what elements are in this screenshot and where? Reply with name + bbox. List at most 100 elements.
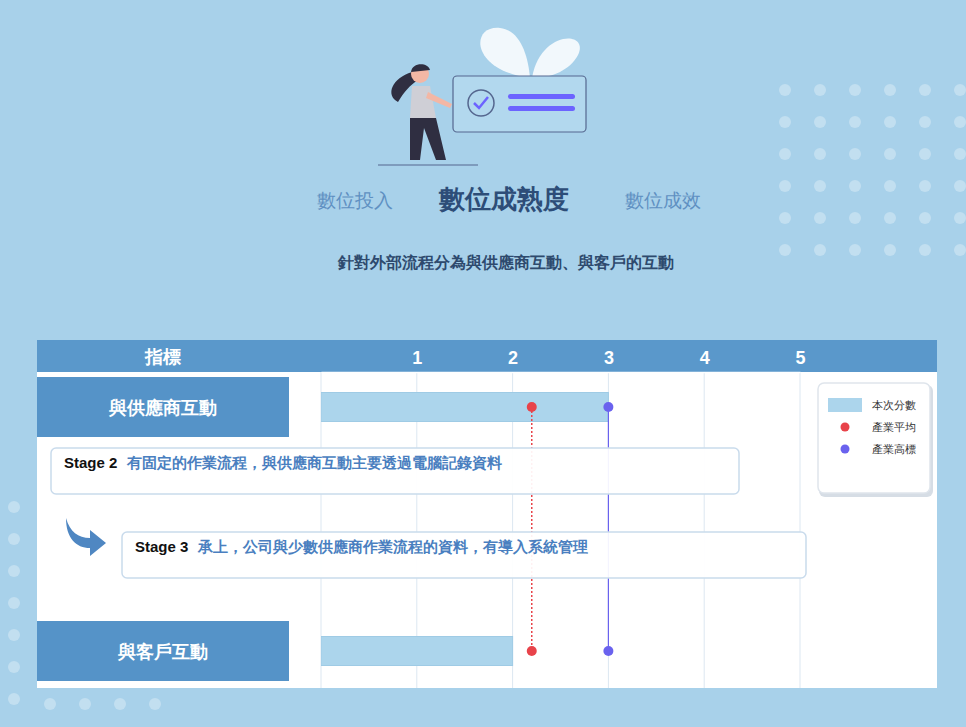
deco-dot (8, 693, 20, 705)
x-tick-label: 1 (412, 348, 422, 368)
marker (603, 646, 613, 656)
leaf (532, 38, 580, 78)
deco-dot (79, 698, 91, 710)
x-tick-label: 5 (795, 348, 805, 368)
axis-header: 指標 (144, 347, 181, 367)
stage-box-bg (122, 532, 806, 578)
category-label: 與供應商互動 (108, 398, 217, 418)
deco-dot (8, 597, 20, 609)
x-tick-label: 3 (604, 348, 614, 368)
deco-dot (114, 698, 126, 710)
grid (321, 372, 800, 688)
x-tick-label: 4 (700, 348, 710, 368)
deco-dot (779, 116, 791, 128)
deco-dot (954, 116, 966, 128)
x-tick: 1 (412, 348, 422, 372)
stage-label: Stage 2 (64, 454, 117, 471)
deco-dot (814, 84, 826, 96)
deco-dot (919, 148, 931, 160)
arm (426, 92, 452, 108)
deco-dot (919, 212, 931, 224)
deco-dot (919, 244, 931, 256)
deco-dot (849, 244, 861, 256)
card-line (508, 94, 575, 99)
leaf (480, 28, 530, 78)
deco-dot (849, 84, 861, 96)
category-label: 與客戶互動 (117, 642, 208, 662)
marker (527, 402, 537, 412)
deco-dot (8, 565, 20, 577)
stage-box: Stage 3 承上，公司與少數供應商作業流程的資料，有導入系統管理 (122, 532, 806, 578)
panel (37, 372, 937, 688)
bar (321, 393, 608, 422)
deco-dot (884, 180, 896, 192)
x-tick: 5 (795, 348, 805, 372)
legend-label: 產業平均 (872, 421, 916, 433)
plot-area (321, 393, 613, 666)
legs (410, 118, 446, 160)
deco-dot (779, 180, 791, 192)
deco-dot (779, 244, 791, 256)
deco-dot (919, 180, 931, 192)
grid-line (704, 372, 705, 688)
x-axis: 1 2 3 4 5 (322, 348, 806, 373)
deco-dot (884, 116, 896, 128)
series-line (608, 407, 609, 651)
deco-dot (884, 212, 896, 224)
tab-active: 數位成熟度 (438, 184, 569, 214)
deco-dot (954, 148, 966, 160)
card-check-circle (468, 90, 494, 116)
legend-label: 產業高標 (872, 443, 916, 455)
legend-swatch (828, 398, 862, 412)
deco-dot (149, 698, 161, 710)
deco-dot (954, 84, 966, 96)
marker (527, 646, 537, 656)
deco-dot (849, 116, 861, 128)
stage-text: 承上，公司與少數供應商作業流程的資料，有導入系統管理 (197, 538, 588, 556)
legend: 本次分數產業平均產業高標 (818, 383, 933, 497)
deco-dot (814, 116, 826, 128)
x-tick: 3 (604, 348, 614, 372)
marker (603, 402, 613, 412)
deco-dot (8, 533, 20, 545)
x-tick-label: 2 (508, 348, 518, 368)
deco-dot (44, 698, 56, 710)
stage-box-bg (51, 448, 739, 494)
deco-dot (8, 501, 20, 513)
stage-label: Stage 3 (135, 538, 188, 555)
legend-swatch (841, 423, 850, 432)
head (411, 65, 429, 83)
ground (378, 165, 478, 166)
card-check (474, 97, 488, 108)
deco-dot (8, 661, 20, 673)
deco-dot (919, 116, 931, 128)
deco-dot (779, 212, 791, 224)
deco-dot (779, 84, 791, 96)
background (0, 0, 966, 727)
hair-top (411, 64, 430, 72)
body (410, 86, 436, 118)
subtitle: 針對外部流程分為與供應商互動、與客戶的互動 (337, 253, 674, 271)
series-line (531, 407, 533, 651)
deco-dot (814, 180, 826, 192)
bar (321, 637, 513, 666)
legend-box (818, 383, 930, 493)
deco-dot (954, 212, 966, 224)
x-axis-line (322, 372, 801, 374)
deco-dot (849, 148, 861, 160)
page: 數位投入 數位成熟度 數位成效針對外部流程分為與供應商互動、與客戶的互動指標與供應商… (0, 0, 966, 727)
tab: 數位投入 (317, 190, 393, 211)
grid-line (608, 372, 609, 688)
deco-dot (919, 84, 931, 96)
deco-dot (814, 148, 826, 160)
deco-dot (954, 180, 966, 192)
x-tick: 4 (700, 348, 710, 372)
category-box (37, 377, 289, 437)
tab: 數位成效 (625, 190, 701, 211)
deco-dot (884, 148, 896, 160)
illustration (378, 28, 586, 165)
deco-dot (8, 629, 20, 641)
decoration-dots (8, 84, 966, 710)
grid-line (800, 372, 801, 688)
deco-dot (884, 244, 896, 256)
